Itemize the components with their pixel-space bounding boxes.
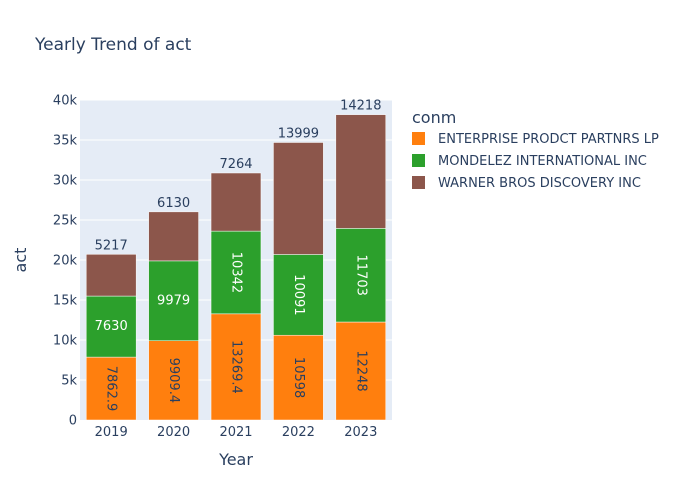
bar-data-label: 7862.9	[104, 366, 119, 412]
y-tick-label: 10k	[53, 334, 78, 349]
bar-data-label: 9979	[157, 293, 190, 308]
bar-data-label: 5217	[95, 238, 128, 253]
y-axis-title: act	[11, 248, 30, 273]
y-tick-label: 0	[69, 414, 77, 429]
bar-data-label: 12248	[353, 350, 368, 391]
y-tick-label: 15k	[53, 294, 78, 309]
y-tick-label: 25k	[53, 214, 78, 229]
y-tick-label: 30k	[53, 174, 78, 189]
legend-item-label: MONDELEZ INTERNATIONAL INC	[438, 154, 647, 169]
bar-mondelez-international-inc-2021	[210, 230, 262, 315]
bar-data-label: 10091	[291, 274, 306, 315]
y-tick-label: 20k	[53, 254, 78, 269]
bar-data-label: 14218	[340, 99, 381, 114]
legend-item-label: WARNER BROS DISCOVERY INC	[438, 176, 641, 191]
x-tick-label: 2022	[282, 425, 315, 440]
bar-data-label: 6130	[157, 196, 190, 211]
bar-enterprise-prodct-partnrs-lp-2019	[85, 356, 137, 421]
bar-data-label: 11703	[353, 255, 368, 296]
bar-mondelez-international-inc-2023	[335, 228, 387, 323]
bar-data-label: 10598	[291, 357, 306, 398]
bar-warner-bros-discovery-inc-2019	[85, 254, 137, 297]
bar-data-label: 13269.4	[229, 340, 244, 394]
bar-enterprise-prodct-partnrs-lp-2021	[210, 313, 262, 421]
bar-data-label: 13999	[278, 126, 319, 141]
x-tick-label: 2023	[344, 425, 377, 440]
legend-swatch	[412, 176, 425, 189]
bar-enterprise-prodct-partnrs-lp-2020	[148, 340, 199, 421]
y-tick-label: 35k	[53, 134, 78, 149]
bar-mondelez-international-inc-2022	[273, 254, 324, 336]
bar-warner-bros-discovery-inc-2021	[210, 172, 262, 232]
bar-enterprise-prodct-partnrs-lp-2023	[335, 321, 387, 421]
bar-warner-bros-discovery-inc-2020	[148, 211, 199, 262]
y-tick-label: 40k	[53, 94, 78, 109]
bar-mondelez-international-inc-2019	[85, 295, 137, 358]
bar-warner-bros-discovery-inc-2022	[273, 142, 324, 255]
x-tick-label: 2019	[95, 425, 128, 440]
legend-swatch	[412, 132, 425, 145]
x-axis-title: Year	[218, 450, 253, 469]
bar-data-label: 10342	[229, 252, 244, 293]
legend-title: conm	[412, 108, 456, 127]
legend: conm ENTERPRISE PRODCT PARTNRS LP MONDELE…	[412, 108, 659, 191]
legend-swatch	[412, 154, 425, 167]
x-tick-label: 2021	[219, 425, 252, 440]
x-tick-label: 2020	[157, 425, 190, 440]
bar-data-label: 9909.4	[166, 358, 181, 404]
bars: 7862.9 7630 5217 9909.4 9979 6130 13269.4 10342…	[85, 99, 387, 421]
bar-enterprise-prodct-partnrs-lp-2022	[273, 334, 324, 421]
bar-warner-bros-discovery-inc-2023	[335, 114, 387, 229]
x-axis: 2019 2020 2021 2022 2023	[95, 425, 378, 440]
legend-item-label: ENTERPRISE PRODCT PARTNRS LP	[438, 132, 659, 147]
y-axis: 0 5k 10k 15k 20k 25k 30k 35k 40k	[53, 94, 78, 429]
chart-title: Yearly Trend of act	[34, 35, 192, 55]
y-tick-label: 5k	[61, 374, 77, 389]
bar-data-label: 7630	[95, 319, 128, 334]
bar-data-label: 7264	[219, 157, 252, 172]
